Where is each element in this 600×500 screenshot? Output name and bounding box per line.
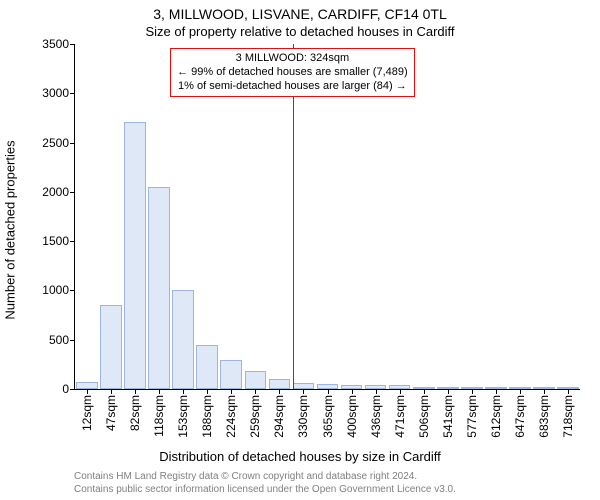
x-tick	[544, 389, 545, 394]
chart-title: 3, MILLWOOD, LISVANE, CARDIFF, CF14 0TL	[0, 6, 600, 22]
x-tick-label: 224sqm	[224, 395, 238, 438]
x-tick-label: 506sqm	[417, 395, 431, 438]
x-tick	[376, 389, 377, 394]
x-tick	[448, 389, 449, 394]
x-tick	[328, 389, 329, 394]
x-tick-label: 471sqm	[393, 395, 407, 438]
x-tick-label: 541sqm	[441, 395, 455, 438]
footer-line2: Contains public sector information licen…	[74, 484, 580, 497]
x-tick	[183, 389, 184, 394]
x-tick	[472, 389, 473, 394]
x-tick	[207, 389, 208, 394]
x-tick-label: 718sqm	[561, 395, 575, 438]
x-tick-label: 612sqm	[489, 395, 503, 438]
x-tick-label: 365sqm	[321, 395, 335, 438]
annotation-box: 3 MILLWOOD: 324sqm ← 99% of detached hou…	[170, 48, 415, 97]
x-tick	[279, 389, 280, 394]
x-tick-label: 118sqm	[152, 395, 166, 437]
y-tick-label: 0	[62, 382, 75, 396]
x-tick-label: 294sqm	[272, 395, 286, 438]
y-tick-label: 500	[49, 333, 75, 347]
x-tick-label: 330sqm	[296, 395, 310, 438]
plot-area: 0500100015002000250030003500 12sqm47sqm8…	[74, 44, 580, 390]
bar	[148, 187, 170, 389]
annotation-line2: ← 99% of detached houses are smaller (7,…	[177, 66, 408, 80]
y-tick-label: 1000	[42, 283, 75, 297]
x-tick	[496, 389, 497, 394]
x-tick	[424, 389, 425, 394]
x-tick	[352, 389, 353, 394]
footer: Contains HM Land Registry data © Crown c…	[74, 471, 580, 496]
bar	[245, 371, 267, 389]
x-tick	[231, 389, 232, 394]
x-tick	[87, 389, 88, 394]
x-tick	[111, 389, 112, 394]
bar	[220, 360, 242, 389]
y-axis-label: Number of detached properties	[3, 140, 18, 319]
x-tick	[568, 389, 569, 394]
bar	[100, 305, 122, 389]
x-tick-label: 577sqm	[465, 395, 479, 438]
bar	[76, 382, 98, 389]
x-tick-label: 12sqm	[80, 395, 94, 431]
bar	[269, 379, 291, 389]
bar	[196, 345, 218, 389]
x-tick-label: 683sqm	[537, 395, 551, 438]
y-tick-label: 2000	[42, 185, 75, 199]
x-tick-label: 47sqm	[104, 395, 118, 431]
y-tick-label: 1500	[42, 234, 75, 248]
x-tick-label: 82sqm	[128, 395, 142, 431]
y-tick-label: 3500	[42, 37, 75, 51]
x-tick	[159, 389, 160, 394]
chart-container: 3, MILLWOOD, LISVANE, CARDIFF, CF14 0TL …	[0, 0, 600, 500]
x-tick-label: 259sqm	[248, 395, 262, 438]
x-tick-label: 400sqm	[345, 395, 359, 438]
x-tick	[400, 389, 401, 394]
bar	[124, 122, 146, 389]
x-tick-label: 436sqm	[369, 395, 383, 438]
x-tick	[303, 389, 304, 394]
x-tick-label: 188sqm	[200, 395, 214, 438]
x-axis-label: Distribution of detached houses by size …	[0, 449, 600, 464]
y-tick-label: 3000	[42, 86, 75, 100]
footer-line1: Contains HM Land Registry data © Crown c…	[74, 471, 580, 484]
x-tick-label: 647sqm	[513, 395, 527, 438]
x-tick	[520, 389, 521, 394]
chart-subtitle: Size of property relative to detached ho…	[0, 24, 600, 39]
x-tick-label: 153sqm	[176, 395, 190, 438]
bar	[172, 290, 194, 389]
annotation-line1: 3 MILLWOOD: 324sqm	[177, 52, 408, 66]
x-tick	[255, 389, 256, 394]
x-tick	[135, 389, 136, 394]
y-tick-label: 2500	[42, 136, 75, 150]
annotation-line3: 1% of semi-detached houses are larger (8…	[177, 80, 408, 94]
